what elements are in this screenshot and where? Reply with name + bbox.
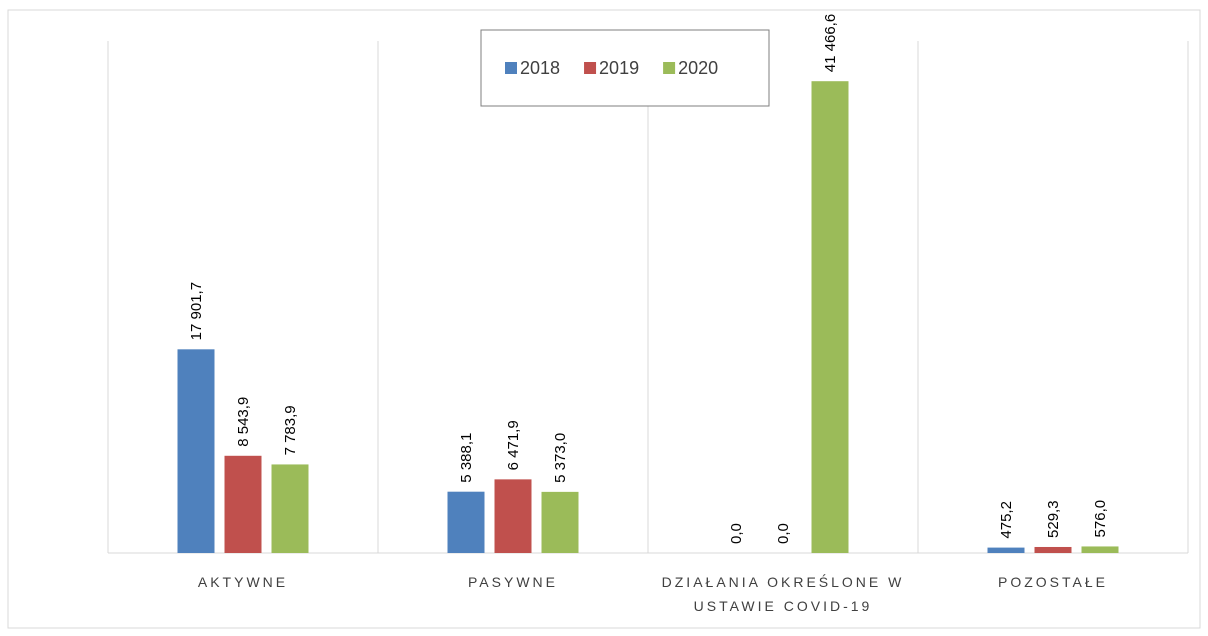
bar [541, 491, 579, 553]
bar [447, 491, 485, 553]
bar [811, 81, 849, 553]
legend-swatch [505, 62, 517, 74]
data-label: 0,0 [728, 523, 745, 544]
data-label: 5 373,0 [552, 433, 569, 483]
bar [1034, 546, 1072, 553]
bar [271, 464, 309, 553]
data-label: 17 901,7 [188, 282, 205, 340]
x-tick-label: POZOSTAŁE [998, 574, 1108, 590]
x-tick-label: DZIAŁANIA OKREŚLONE W USTAWIE COVID-19 [661, 574, 905, 614]
legend-swatch [584, 62, 597, 74]
legend-label: 2018 [520, 58, 560, 78]
bar [224, 455, 262, 553]
data-label: 8 543,9 [235, 397, 252, 447]
data-label: 529,3 [1045, 500, 1062, 538]
bar [494, 479, 532, 553]
data-label: 576,0 [1092, 500, 1109, 538]
data-label: 475,2 [998, 501, 1015, 539]
data-label: 7 783,9 [282, 405, 299, 455]
data-label: 5 388,1 [458, 433, 475, 483]
legend-box [480, 29, 770, 107]
data-label: 0,0 [775, 523, 792, 544]
x-tick-label: AKTYWNE [197, 574, 289, 590]
bar [1081, 546, 1119, 553]
legend-swatch [663, 62, 676, 74]
bar [987, 547, 1025, 553]
legend-label: 2020 [678, 58, 718, 78]
data-label: 6 471,9 [505, 420, 522, 470]
x-tick-label: PASYWNE [468, 574, 558, 590]
bar [177, 349, 215, 553]
data-label: 41 466,6 [822, 14, 839, 72]
legend-label: 2019 [599, 58, 639, 78]
